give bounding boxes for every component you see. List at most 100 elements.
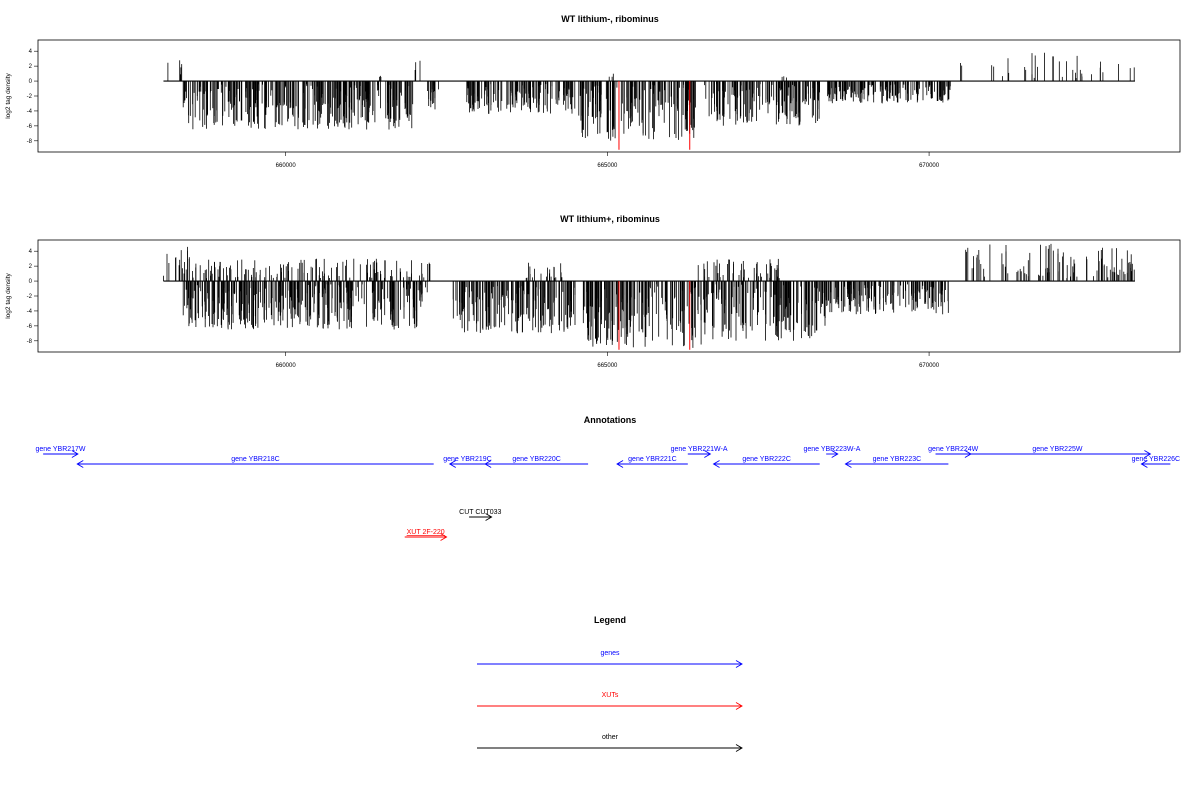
feature-label: gene YBR225W: [1032, 446, 1082, 453]
density-panel-2: WT lithium+, ribominus 4 2 0 -2 -4 -6 -8 log2 ta…: [5, 214, 1181, 369]
arrow-head: [484, 460, 492, 468]
feature-arrow: [687, 450, 712, 458]
y-tick-label: 0: [29, 79, 33, 85]
x-tick-label: 670000: [919, 363, 940, 369]
feature-arrow: [404, 533, 448, 541]
legend-item-xut: XUTs: [477, 692, 743, 710]
annotations-track: Annotations gene YBR217W gene YBR218C gene …: [35, 415, 1180, 541]
feature-arrow: [712, 460, 820, 468]
panel-title: WT lithium+, ribominus: [560, 214, 660, 224]
feature-gene-ybr224w: gene YBR224W: [928, 446, 979, 458]
feature-arrow: [826, 450, 839, 458]
arrow-head: [71, 450, 79, 458]
feature-gene-ybr221w-a: gene YBR221W-A: [671, 446, 728, 458]
y-axis-label: log2 tag density: [5, 272, 12, 318]
legend-item-gene: genes: [477, 650, 743, 668]
feature-gene-ybr222c: gene YBR222C: [712, 456, 820, 468]
arrow-head: [616, 460, 624, 468]
y-tick-label: 2: [29, 64, 33, 70]
x-tick-label: 665000: [597, 363, 618, 369]
density-bars: [167, 52, 1135, 141]
feature-label: XUT 2F-220: [407, 529, 445, 536]
legend-label: genes: [600, 650, 620, 657]
y-axis-label: log2 tag density: [5, 72, 12, 118]
arrow-head: [831, 450, 839, 458]
x-tick-label: 660000: [276, 163, 297, 169]
plot-frame: [37, 39, 1181, 153]
legend-arrow: [477, 744, 743, 752]
x-tick-label: 665000: [597, 163, 618, 169]
feature-gene-ybr226c: gene YBR226C: [1132, 456, 1181, 468]
feature-gene-ybr223w-a: gene YBR223W-A: [803, 446, 861, 458]
feature-arrow: [448, 460, 486, 468]
feature-label: gene YBR223C: [873, 456, 922, 463]
y-tick-label: -2: [27, 94, 33, 100]
x-tick-label: 670000: [919, 163, 940, 169]
y-tick-label: -6: [27, 124, 33, 130]
feature-label: gene YBR217W: [35, 446, 85, 453]
y-tick-label: 4: [29, 49, 33, 55]
feature-gene-ybr223c: gene YBR223C: [844, 456, 949, 468]
feature-label: gene YBR222C: [742, 456, 791, 463]
feature-label: gene YBR220C: [512, 456, 561, 463]
arrow-head: [440, 533, 448, 541]
y-tick-label: 2: [29, 264, 33, 270]
feature-gene-ybr219c: gene YBR219C: [443, 456, 492, 468]
y-tick-label: -2: [27, 294, 33, 300]
feature-arrow: [844, 460, 949, 468]
arrow-head: [712, 460, 720, 468]
arrow-head: [448, 460, 456, 468]
feature-arrow: [1140, 460, 1171, 468]
feature-label: gene YBR224W: [928, 446, 978, 453]
feature-gene-ybr217w: gene YBR217W: [35, 446, 86, 458]
legend-label: XUTs: [602, 692, 619, 699]
feature-label: CUT CUT033: [459, 509, 501, 516]
arrow-head: [76, 460, 84, 468]
arrow-head: [704, 450, 712, 458]
arrow-head: [1144, 450, 1152, 458]
feature-label: gene YBR226C: [1132, 456, 1181, 463]
annotations-title: Annotations: [584, 415, 637, 425]
arrow-head: [485, 513, 493, 521]
legend-title: Legend: [594, 615, 626, 625]
y-tick-label: -4: [27, 309, 33, 315]
feature-gene-ybr225w: gene YBR225W: [964, 446, 1152, 458]
y-tick-label: 4: [29, 249, 33, 255]
feature-label: gene YBR219C: [443, 456, 492, 463]
feature-label: gene YBR223W-A: [803, 446, 860, 453]
legend-label: other: [602, 734, 619, 741]
feature-cut-cut033: CUT CUT033: [459, 509, 502, 521]
panel-title: WT lithium-, ribominus: [561, 14, 659, 24]
feature-arrow: [469, 513, 493, 521]
feature-gene-ybr218c: gene YBR218C: [76, 456, 434, 468]
legend-arrow: [477, 702, 743, 710]
feature-label: gene YBR221C: [628, 456, 677, 463]
feature-label: gene YBR218C: [231, 456, 280, 463]
y-tick-label: -8: [27, 139, 33, 145]
arrow-head: [1140, 460, 1148, 468]
feature-arrow: [76, 460, 434, 468]
y-tick-label: -6: [27, 324, 33, 330]
feature-label: gene YBR221W-A: [671, 446, 728, 453]
density-bars: [163, 243, 1135, 348]
feature-arrow: [964, 450, 1152, 458]
feature-arrow: [616, 460, 688, 468]
y-tick-label: 0: [29, 279, 33, 285]
arrow-head: [735, 744, 743, 752]
arrow-head: [844, 460, 852, 468]
feature-xut-2f-220: XUT 2F-220: [404, 529, 448, 541]
feature-arrow: [484, 460, 589, 468]
feature-gene-ybr221c: gene YBR221C: [616, 456, 688, 468]
legend-arrow: [477, 660, 743, 668]
arrow-head: [735, 660, 743, 668]
x-tick-label: 660000: [276, 363, 297, 369]
feature-arrow: [43, 450, 79, 458]
feature-gene-ybr220c: gene YBR220C: [484, 456, 589, 468]
y-tick-label: -8: [27, 339, 33, 345]
arrow-head: [735, 702, 743, 710]
y-tick-label: -4: [27, 109, 33, 115]
legend: Legend genes XUTs other: [477, 615, 743, 752]
legend-item-other: other: [477, 734, 743, 752]
density-panel-1: WT lithium-, ribominus 4 2 0 -2 -4 -6 -8 log2 ta…: [5, 14, 1181, 169]
